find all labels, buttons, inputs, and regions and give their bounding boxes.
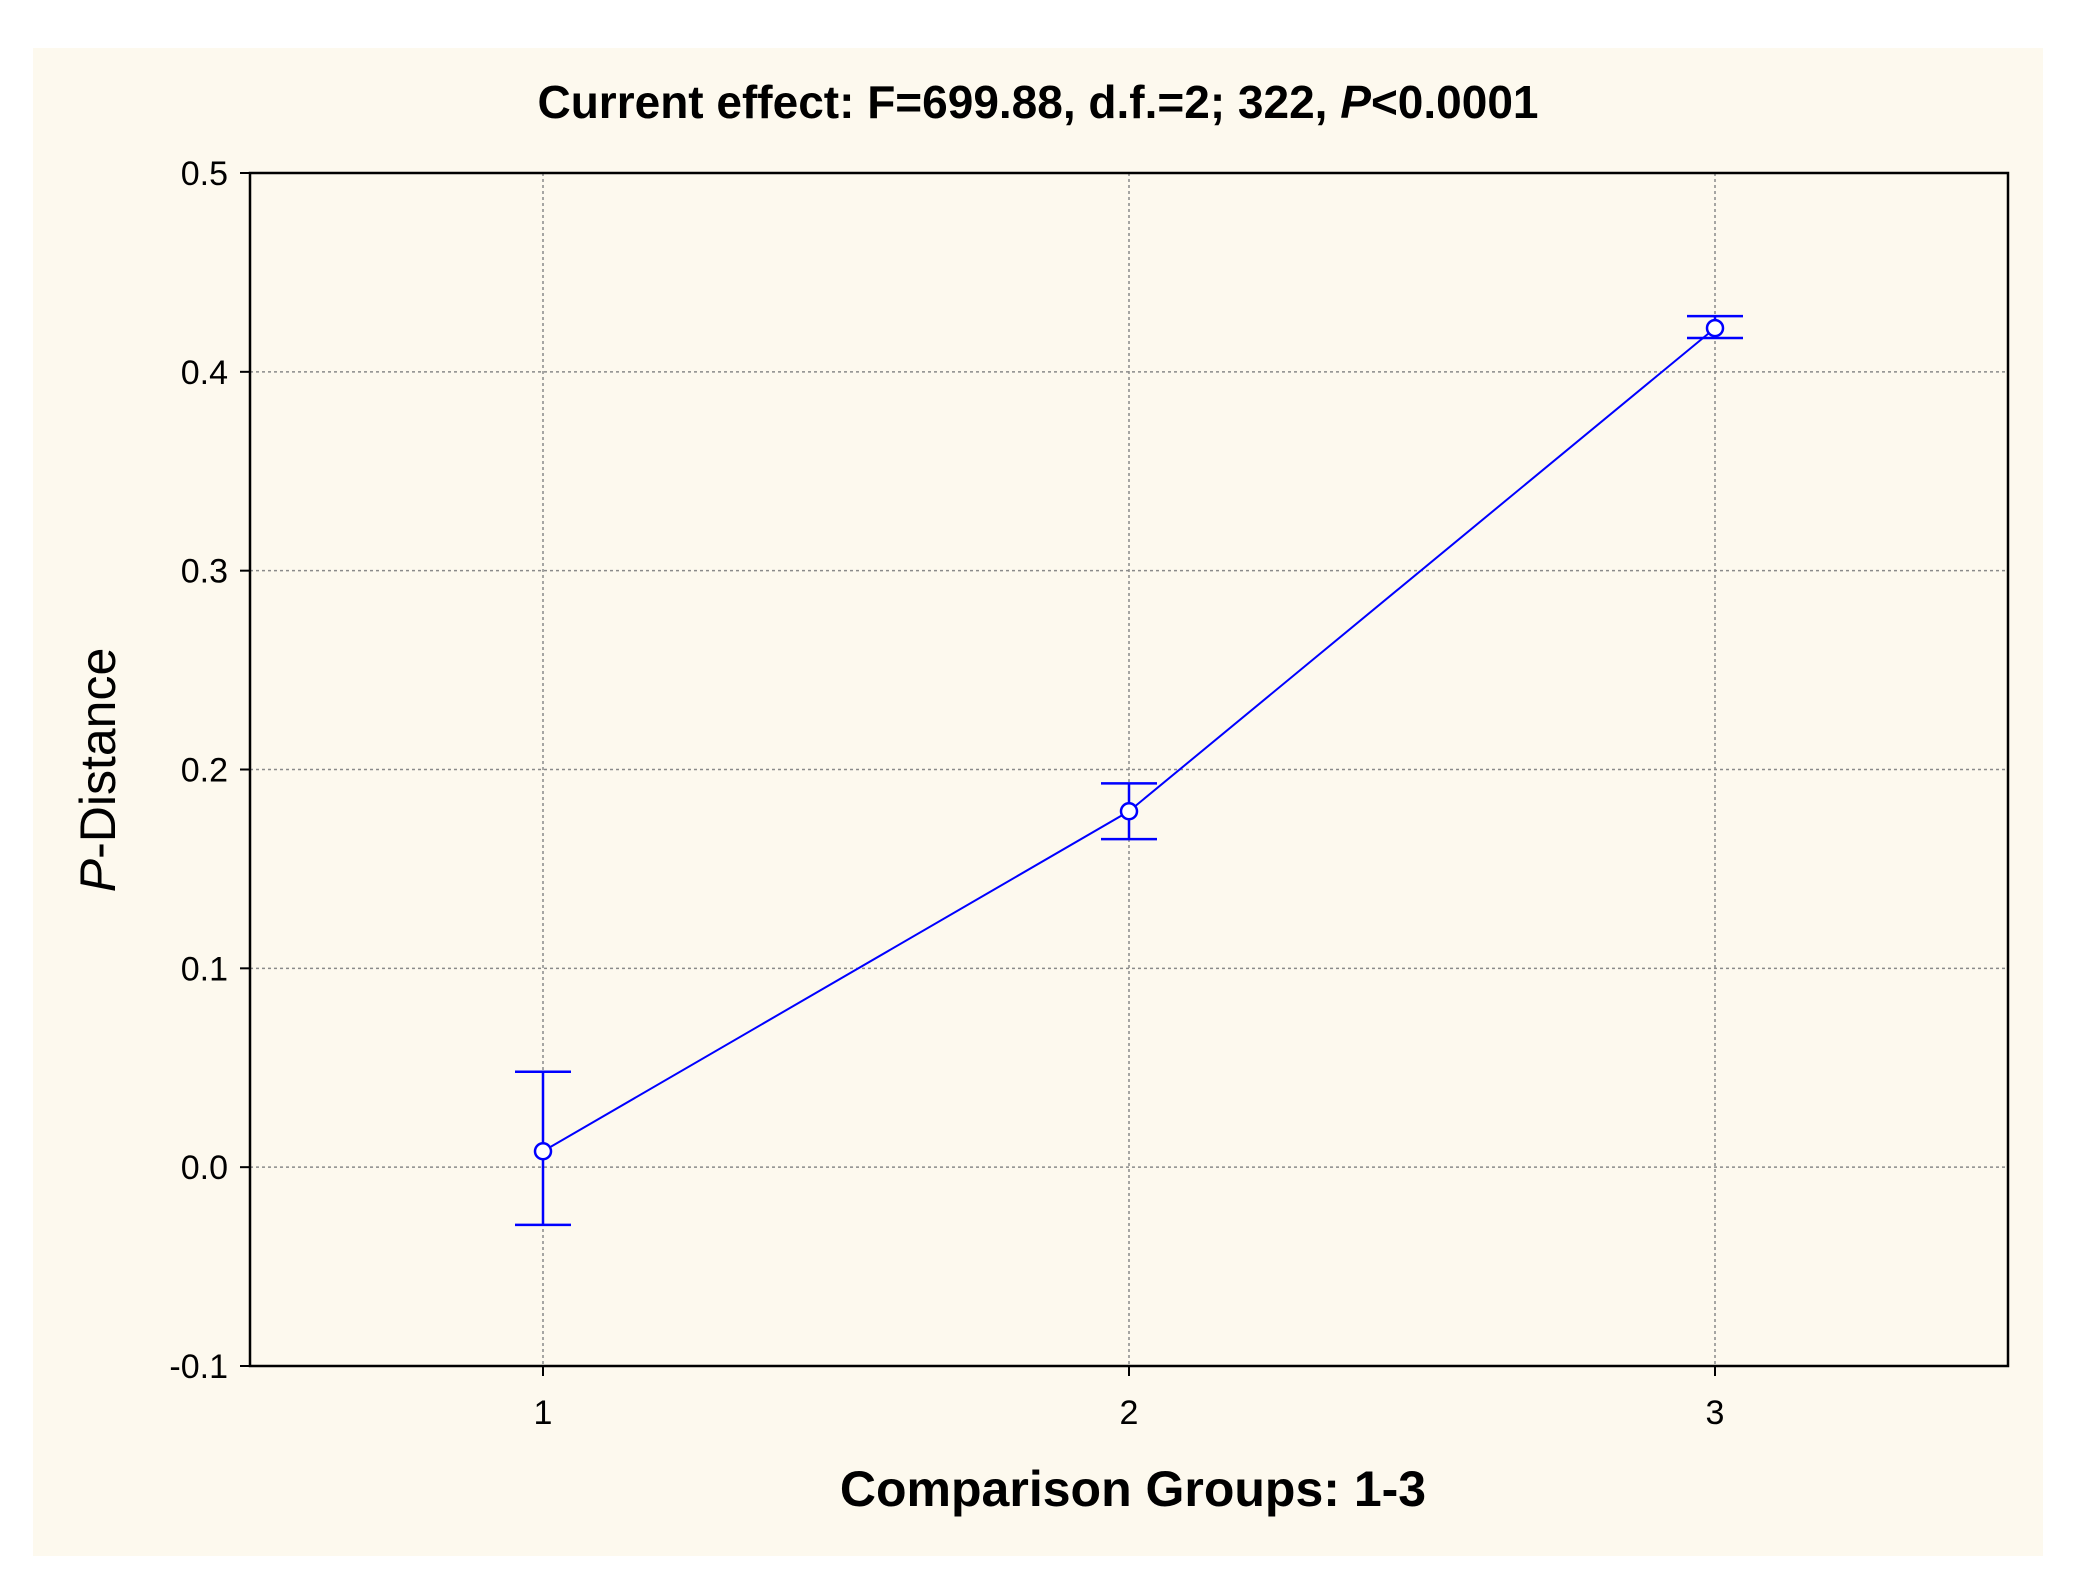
x-axis-label: Comparison Groups: 1-3	[840, 1461, 1426, 1517]
y-tick-label: 0.3	[181, 553, 228, 591]
data-point	[533, 1142, 553, 1161]
y-axis-label: P-Distance	[70, 648, 126, 893]
y-tick-label: 0.4	[181, 354, 228, 392]
data-point	[1705, 318, 1725, 338]
y-tick-label: 0.0	[181, 1149, 228, 1187]
x-axis-ticks: 1 2 3	[534, 1366, 1725, 1432]
x-tick-label: 1	[534, 1394, 553, 1432]
grid-lines	[250, 173, 2008, 1366]
x-tick-label: 2	[1120, 1394, 1139, 1432]
chart-figure: Current effect: F=699.88, d.f.=2; 322, P…	[33, 48, 2043, 1556]
data-marks	[515, 314, 1743, 1227]
chart-title: Current effect: F=699.88, d.f.=2; 322, P…	[537, 76, 1538, 128]
x-tick-label: 3	[1706, 1394, 1725, 1432]
chart-svg: Current effect: F=699.88, d.f.=2; 322, P…	[70, 76, 2010, 1517]
y-tick-label: 0.2	[181, 752, 228, 790]
y-tick-label: -0.1	[169, 1348, 228, 1386]
y-axis-ticks: -0.1 0.0 0.1 0.2 0.3 0.4 0.5	[169, 155, 250, 1386]
y-tick-label: 0.1	[181, 950, 228, 988]
y-tick-label: 0.5	[181, 155, 228, 193]
data-point	[1119, 802, 1139, 821]
